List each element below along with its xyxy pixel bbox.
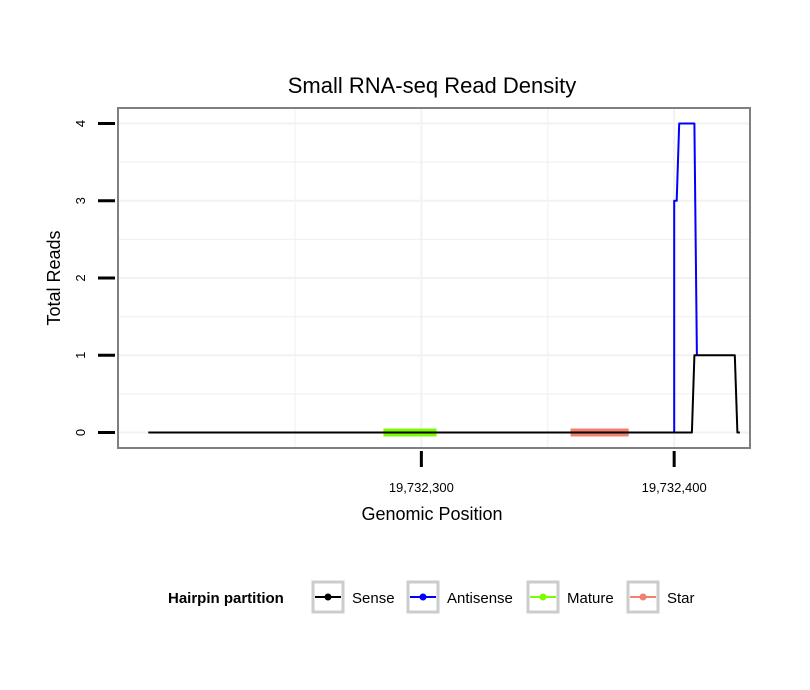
- y-tick-label: 0: [73, 429, 88, 436]
- series-line-sense: [148, 354, 740, 434]
- legend-label: Antisense: [447, 590, 513, 607]
- legend-label: Sense: [352, 590, 395, 607]
- legend-item-antisense: Antisense: [406, 580, 513, 614]
- chart-title: Small RNA-seq Read Density: [288, 73, 577, 98]
- grid-lines: [118, 108, 750, 448]
- legend-key-dot: [639, 593, 647, 601]
- legend-title: Hairpin partition: [168, 590, 284, 607]
- series-layer: [148, 122, 740, 437]
- x-tick-label: 19,732,300: [389, 480, 454, 495]
- legend: Hairpin partition Sense Antisense Mature St…: [168, 580, 695, 614]
- legend-key-dot: [324, 593, 332, 601]
- legend-key-dot: [539, 593, 547, 601]
- x-axis: 19,732,300 19,732,400: [389, 451, 707, 495]
- y-axis: 0 1 2 3 4: [73, 120, 115, 436]
- series-line-antisense: [673, 122, 698, 433]
- x-axis-title: Genomic Position: [361, 504, 502, 524]
- y-tick-label: 4: [73, 120, 88, 127]
- x-tick-label: 19,732,400: [642, 480, 707, 495]
- legend-item-star: Star: [626, 580, 695, 614]
- y-tick-label: 2: [73, 274, 88, 281]
- legend-key-dot: [419, 593, 427, 601]
- y-axis-title: Total Reads: [44, 230, 64, 325]
- plot-panel-border: [117, 107, 751, 449]
- legend-label: Mature: [567, 590, 614, 607]
- legend-label: Star: [667, 590, 695, 607]
- legend-item-sense: Sense: [311, 580, 395, 614]
- legend-item-mature: Mature: [526, 580, 614, 614]
- y-tick-label: 3: [73, 197, 88, 204]
- y-tick-label: 1: [73, 352, 88, 359]
